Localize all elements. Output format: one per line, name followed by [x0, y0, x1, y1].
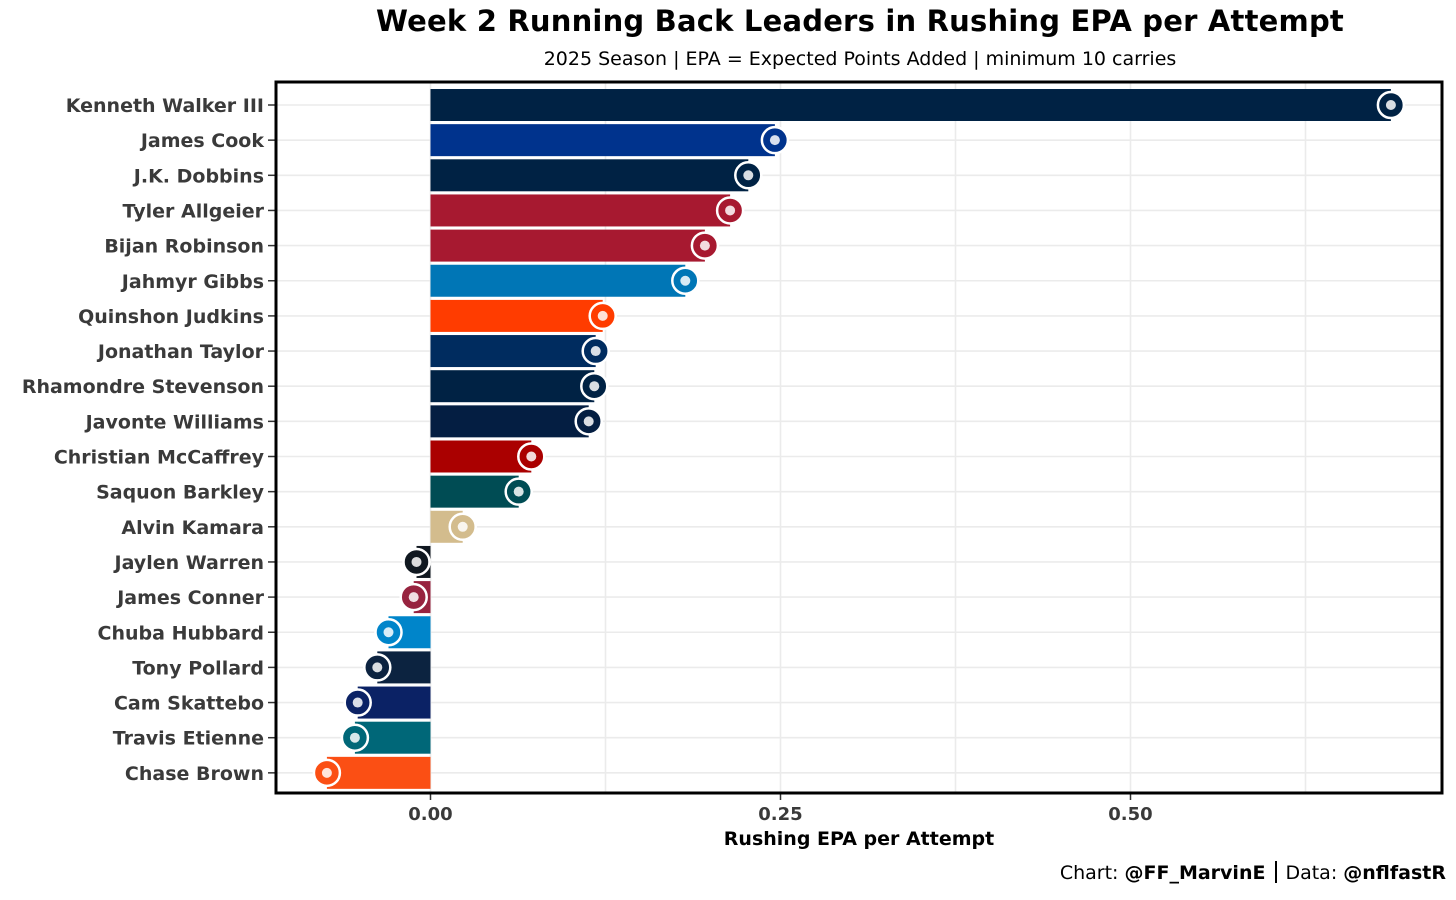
y-tick-label: Tony Pollard: [132, 657, 264, 679]
y-tick-label: Saquon Barkley: [96, 482, 265, 504]
y-tick-label: Rhamondre Stevenson: [22, 376, 264, 398]
colts-logo-icon: [581, 336, 610, 366]
bar: [430, 440, 532, 473]
caption-data-handle: @nflfastR: [1343, 862, 1446, 884]
broncos-logo-icon: [734, 161, 763, 190]
y-tick-label: Quinshon Judkins: [78, 306, 264, 328]
panthers-logo-icon: [374, 618, 403, 647]
bar: [430, 405, 589, 438]
x-tick-label: 0.50: [1108, 804, 1152, 825]
y-tick-label: Javonte Williams: [84, 411, 264, 433]
bills-logo-icon: [760, 125, 790, 155]
49ers-logo-icon: [517, 442, 546, 471]
lions-logo-icon: [671, 266, 700, 295]
y-tick-label: James Conner: [115, 587, 264, 609]
bar: [430, 194, 731, 227]
y-tick-label: James Cook: [139, 130, 265, 152]
cardinals-logo-icon: [399, 582, 428, 612]
steelers-logo-icon: [402, 547, 431, 577]
y-tick-label: Alvin Kamara: [121, 517, 264, 539]
jaguars-logo-icon: [340, 723, 370, 752]
bar: [326, 756, 431, 789]
y-tick-label: Chase Brown: [125, 763, 264, 785]
eagles-logo-icon: [504, 477, 533, 506]
y-tick-label: Tyler Allgeier: [123, 200, 265, 222]
y-tick-label: Jahmyr Gibbs: [120, 271, 264, 293]
browns-logo-icon: [588, 301, 617, 331]
caption-chart-prefix: Chart:: [1059, 862, 1119, 884]
y-tick-label: Travis Etienne: [113, 728, 264, 750]
y-tick-label: Kenneth Walker III: [66, 95, 264, 117]
bar: [430, 89, 1391, 121]
bar: [430, 124, 775, 157]
y-tick-label: Cam Skattebo: [114, 693, 264, 715]
chart-subtitle: 2025 Season | EPA = Expected Points Adde…: [543, 48, 1177, 70]
y-tick-label: J.K. Dobbins: [132, 165, 264, 187]
caption-chart-handle: @FF_MarvinE: [1124, 862, 1266, 884]
saints-logo-icon: [448, 512, 477, 542]
chart-title: Week 2 Running Back Leaders in Rushing E…: [376, 4, 1344, 38]
falcons-logo-icon: [690, 231, 720, 260]
bar: [430, 229, 705, 262]
bar: [430, 370, 595, 403]
x-axis-title: Rushing EPA per Attempt: [724, 828, 994, 850]
y-tick-label: Jaylen Warren: [113, 552, 265, 574]
chart-caption: Chart: @FF_MarvinE Data: @nflfastR: [1060, 861, 1446, 884]
bar: [430, 299, 603, 332]
bengals-logo-icon: [312, 758, 342, 788]
cowboys-logo-icon: [574, 407, 603, 436]
x-tick-label: 0.25: [758, 804, 802, 825]
bar: [430, 264, 686, 297]
y-tick-label: Jonathan Taylor: [96, 341, 265, 363]
y-tick-label: Christian McCaffrey: [54, 447, 265, 469]
caption-data-prefix: Data:: [1285, 862, 1338, 884]
giants-logo-icon: [343, 688, 372, 717]
y-tick-label: Chuba Hubbard: [98, 622, 264, 644]
plot-border: [274, 80, 1444, 795]
bar: [430, 335, 596, 368]
falcons-logo-icon: [715, 196, 745, 225]
titans-logo-icon: [363, 653, 392, 682]
bar: [430, 159, 749, 192]
bar: [430, 475, 519, 508]
seahawks-logo-icon: [1376, 90, 1406, 120]
caption-separator: [1275, 861, 1278, 883]
y-tick-label: Bijan Robinson: [104, 236, 264, 258]
x-tick-label: 0.00: [408, 804, 452, 825]
patriots-logo-icon: [580, 371, 609, 401]
